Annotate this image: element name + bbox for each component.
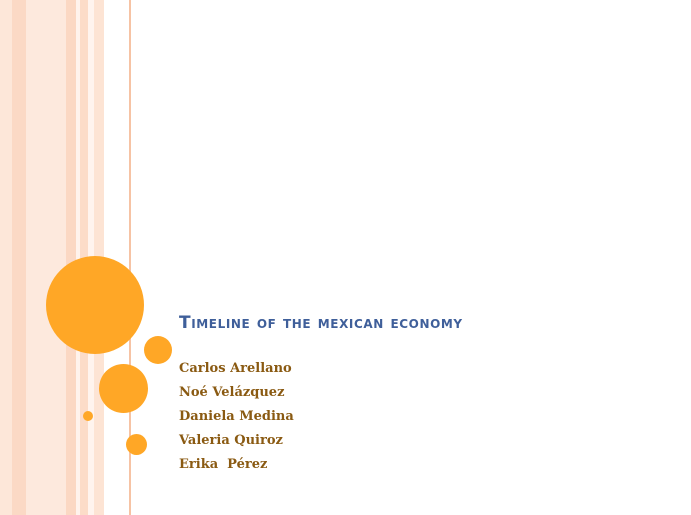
decorative-stripe xyxy=(66,0,76,515)
decorative-stripe xyxy=(76,0,80,515)
author-name: Daniela Medina xyxy=(179,409,294,424)
decorative-circle-medium xyxy=(99,364,148,413)
decorative-stripe xyxy=(26,0,66,515)
author-name: Carlos Arellano xyxy=(179,361,292,376)
decorative-circle-small xyxy=(144,336,172,364)
decorative-stripe xyxy=(0,0,12,515)
author-list: Carlos Arellano Noé Velázquez Daniela Me… xyxy=(179,357,294,477)
decorative-circle-large xyxy=(46,256,144,354)
author-name: Valeria Quiroz xyxy=(179,433,283,448)
author-name: Erika Pérez xyxy=(179,457,268,472)
decorative-stripe xyxy=(12,0,26,515)
decorative-circle-dot xyxy=(83,411,93,421)
decorative-divider-line xyxy=(129,0,131,515)
slide-title: Timeline of the mexican economy xyxy=(179,313,463,333)
decorative-circle-small-lower xyxy=(126,434,147,455)
author-name: Noé Velázquez xyxy=(179,385,285,400)
